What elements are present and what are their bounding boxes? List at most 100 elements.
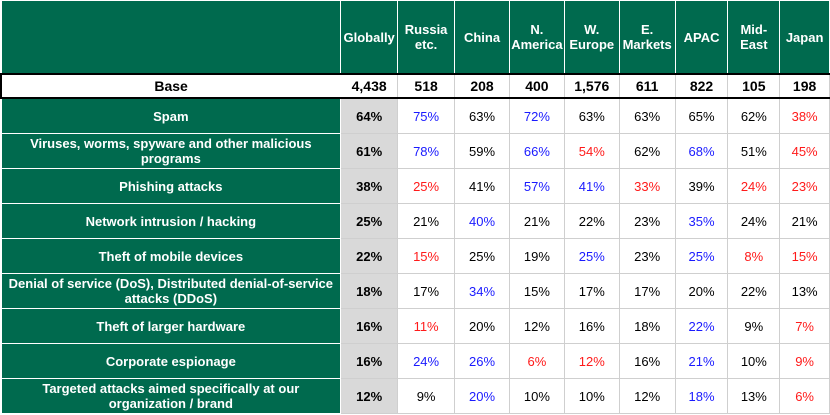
base-value: 518 [397,73,456,99]
base-value: 4,438 [340,73,399,99]
table-row: Phishing attacks 38% 25% 41% 57% 41% 33% 39% 24%… [0,168,830,204]
value-cell: 13% [779,273,830,309]
value-cell: 15% [508,273,565,309]
table-row: Spam 64% 75% 63% 72% 63% 63% 65% 62% 38% [0,97,830,134]
col-header-mid-east: Mid-East [727,0,781,75]
globally-cell: 64% [340,97,399,134]
col-header-globally: Globally [340,0,399,75]
globally-cell: 18% [340,273,399,309]
value-cell: 63% [454,97,510,134]
col-header-n-america: N. America [508,0,565,75]
value-cell: 23% [618,203,676,239]
value-cell: 18% [618,308,676,344]
col-header-china: China [454,0,510,75]
value-cell: 54% [563,133,620,169]
base-value: 105 [727,73,781,99]
value-cell: 22% [674,308,729,344]
value-cell: 17% [563,273,620,309]
value-cell: 18% [674,378,729,414]
value-cell: 45% [779,133,830,169]
value-cell: 63% [563,97,620,134]
value-cell: 11% [397,308,456,344]
value-cell: 21% [397,203,456,239]
value-cell: 24% [727,168,781,204]
value-cell: 12% [618,378,676,414]
base-value: 198 [779,73,830,99]
value-cell: 9% [779,343,830,379]
base-value: 1,576 [563,73,620,99]
value-cell: 21% [674,343,729,379]
value-cell: 35% [674,203,729,239]
row-label: Theft of larger hardware [0,308,342,344]
globally-cell: 12% [340,378,399,414]
globally-cell: 38% [340,168,399,204]
base-row: Base 4,438 518 208 400 1,576 611 822 105… [0,73,830,99]
value-cell: 65% [674,97,729,134]
value-cell: 15% [397,238,456,274]
base-label: Base [0,73,342,99]
value-cell: 41% [454,168,510,204]
value-cell: 6% [779,378,830,414]
table-row: Network intrusion / hacking 25% 21% 40% 21% 2… [0,203,830,239]
value-cell: 16% [563,308,620,344]
value-cell: 12% [508,308,565,344]
value-cell: 51% [727,133,781,169]
value-cell: 38% [779,97,830,134]
value-cell: 10% [727,343,781,379]
table-row: Theft of mobile devices 22% 15% 25% 19% 25% 23… [0,238,830,274]
value-cell: 10% [563,378,620,414]
value-cell: 78% [397,133,456,169]
value-cell: 62% [727,97,781,134]
value-cell: 40% [454,203,510,239]
value-cell: 12% [563,343,620,379]
value-cell: 26% [454,343,510,379]
value-cell: 33% [618,168,676,204]
table-row: Theft of larger hardware 16% 11% 20% 12% 16% 1… [0,308,830,344]
row-label: Denial of service (DoS), Distributed den… [0,273,342,309]
value-cell: 68% [674,133,729,169]
value-cell: 6% [508,343,565,379]
value-cell: 22% [727,273,781,309]
table-row: Denial of service (DoS), Distributed den… [0,273,830,309]
value-cell: 23% [618,238,676,274]
value-cell: 25% [454,238,510,274]
header-row: Globally Russia etc. China N. America W.… [0,0,830,75]
row-label: Spam [0,97,342,134]
value-cell: 24% [727,203,781,239]
col-header-apac: APAC [674,0,729,75]
value-cell: 41% [563,168,620,204]
value-cell: 8% [727,238,781,274]
row-label: Viruses, worms, spyware and other malici… [0,133,342,169]
col-header-e-markets: E. Markets [618,0,676,75]
globally-cell: 16% [340,308,399,344]
value-cell: 66% [508,133,565,169]
value-cell: 25% [397,168,456,204]
value-cell: 20% [454,308,510,344]
value-cell: 10% [508,378,565,414]
value-cell: 75% [397,97,456,134]
value-cell: 57% [508,168,565,204]
row-label: Theft of mobile devices [0,238,342,274]
globally-cell: 22% [340,238,399,274]
globally-cell: 16% [340,343,399,379]
value-cell: 19% [508,238,565,274]
value-cell: 63% [618,97,676,134]
value-cell: 16% [618,343,676,379]
globally-cell: 25% [340,203,399,239]
value-cell: 62% [618,133,676,169]
table-row: Targeted attacks aimed specifically at o… [0,378,830,414]
col-header-russia: Russia etc. [397,0,456,75]
value-cell: 13% [727,378,781,414]
table-row: Viruses, worms, spyware and other malici… [0,133,830,169]
base-value: 208 [454,73,510,99]
value-cell: 17% [397,273,456,309]
value-cell: 25% [674,238,729,274]
value-cell: 21% [508,203,565,239]
col-header-japan: Japan [779,0,830,75]
value-cell: 72% [508,97,565,134]
value-cell: 20% [454,378,510,414]
value-cell: 25% [563,238,620,274]
value-cell: 21% [779,203,830,239]
col-header-w-europe: W. Europe [563,0,620,75]
